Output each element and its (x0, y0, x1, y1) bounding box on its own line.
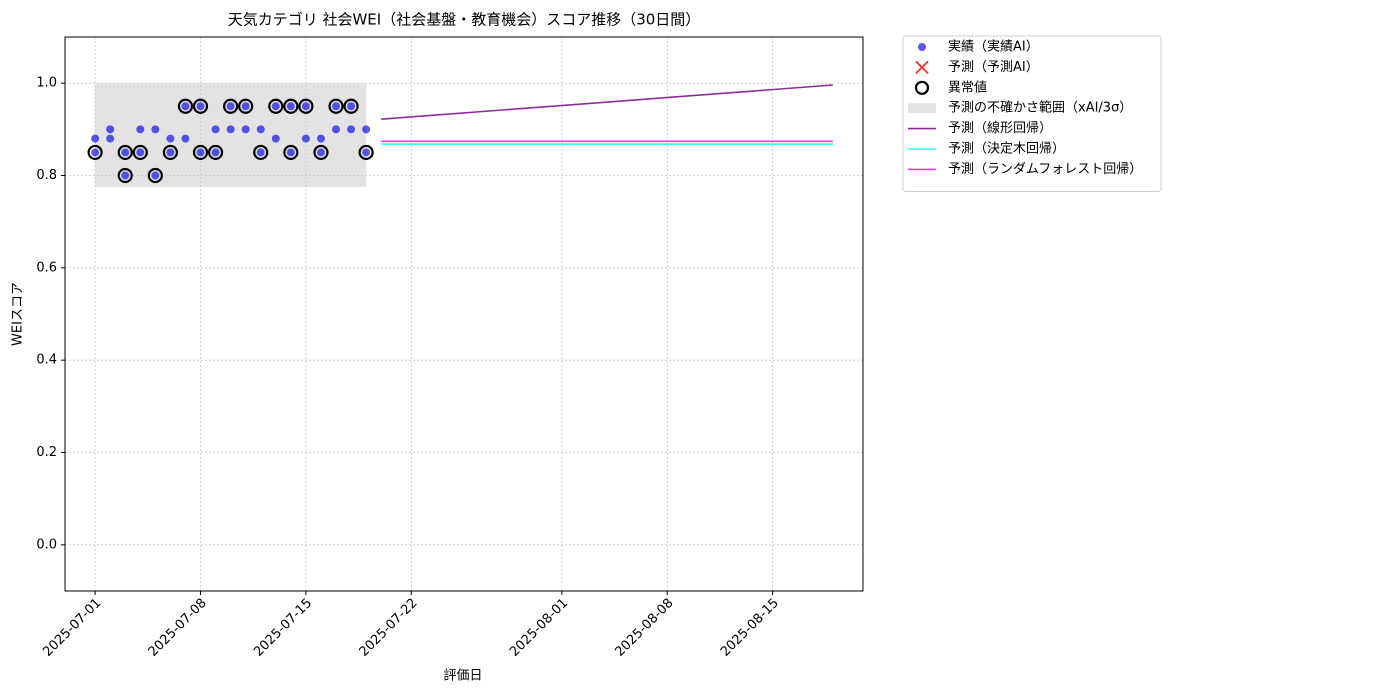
data-point (211, 125, 220, 134)
data-point (136, 148, 145, 157)
data-point (211, 148, 220, 157)
x-tick-label: 2025-08-01 (507, 596, 571, 660)
anomaly-point (132, 144, 148, 161)
anomaly-point (117, 167, 133, 184)
chart-title: 天気カテゴリ 社会WEI（社会基盤・教育機会）スコア推移（30日間） (228, 11, 701, 29)
data-point (241, 125, 250, 134)
plot-frame (64, 36, 864, 592)
data-point (196, 148, 205, 157)
x-tick-label: 2025-07-22 (357, 596, 421, 660)
data-point (226, 102, 235, 111)
data-point (286, 148, 295, 157)
anomaly-point (192, 98, 209, 114)
data-point (151, 171, 160, 180)
data-point (106, 125, 115, 134)
legend-box (902, 35, 1162, 192)
data-point (301, 134, 310, 143)
anomaly-point (223, 98, 239, 114)
anomaly-point (253, 144, 269, 161)
legend-label: 異常値 (948, 79, 987, 95)
data-point (347, 125, 356, 134)
data-point (181, 134, 190, 143)
anomaly-point (238, 98, 254, 114)
x-tick-label: 2025-08-15 (718, 596, 782, 660)
anomaly-point (298, 98, 314, 114)
data-point (121, 171, 130, 180)
data-point (362, 148, 371, 157)
data-point (362, 125, 371, 134)
anomaly-point (283, 144, 299, 161)
y-tick-label: 0.2 (36, 445, 57, 460)
data-point (136, 125, 145, 134)
data-point (271, 134, 280, 143)
anomaly-point (192, 144, 209, 161)
legend-swatch (914, 80, 930, 95)
anomaly-point (328, 98, 344, 114)
data-point (181, 102, 190, 111)
data-point (106, 134, 115, 143)
legend-label: 実績（実績AI） (948, 39, 1039, 55)
data-point (332, 125, 341, 134)
legend-label: 予測（決定木回帰） (948, 141, 1065, 157)
anomaly-point (87, 144, 103, 161)
data-point (151, 125, 160, 134)
legend-label: 予測（予測AI） (948, 60, 1039, 75)
data-point (121, 148, 130, 157)
anomaly-point (313, 144, 329, 161)
anomaly-point (177, 98, 194, 114)
data-point (196, 102, 205, 111)
y-tick-label: 0.0 (36, 537, 57, 552)
x-tick-label: 2025-08-08 (613, 596, 677, 660)
anomaly-point (268, 98, 284, 114)
data-point (347, 102, 356, 111)
y-tick-label: 0.8 (36, 168, 57, 183)
anomaly-point (117, 144, 133, 161)
legend-label: 予測の不確かさ範囲（xAI/3σ） (948, 100, 1132, 116)
forecast-line (381, 84, 833, 120)
legend-label: 予測（線形回帰） (948, 120, 1052, 136)
data-point (301, 102, 310, 111)
x-tick-label: 2025-07-01 (40, 596, 104, 660)
data-point (166, 134, 175, 143)
y-tick-label: 0.6 (36, 260, 57, 275)
data-point (271, 102, 280, 111)
data-point (226, 125, 235, 134)
anomaly-point (162, 144, 178, 161)
x-axis-label: 評価日 (443, 669, 482, 684)
y-tick-label: 1.0 (36, 76, 57, 91)
anomaly-point (207, 144, 224, 161)
legend-swatch (918, 43, 926, 51)
anomaly-point (358, 144, 374, 161)
data-point (91, 134, 100, 143)
data-point (256, 125, 265, 134)
anomaly-point (343, 98, 359, 114)
data-point (316, 148, 325, 157)
data-point (332, 102, 341, 111)
x-tick-label: 2025-07-08 (146, 596, 210, 660)
data-point (241, 102, 250, 111)
plot-area (87, 83, 833, 188)
data-point (286, 102, 295, 111)
anomaly-point (283, 98, 299, 114)
data-point (91, 148, 100, 157)
data-point (166, 148, 175, 157)
legend-label: 予測（ランダムフォレスト回帰） (948, 161, 1142, 177)
data-point (316, 134, 325, 143)
legend-swatch (915, 60, 929, 75)
anomaly-point (147, 167, 163, 184)
data-point (256, 148, 265, 157)
y-tick-label: 0.4 (36, 353, 57, 368)
legend-swatch (908, 103, 936, 114)
y-axis-label: WEIスコア (11, 282, 26, 346)
x-tick-label: 2025-07-15 (251, 596, 315, 660)
